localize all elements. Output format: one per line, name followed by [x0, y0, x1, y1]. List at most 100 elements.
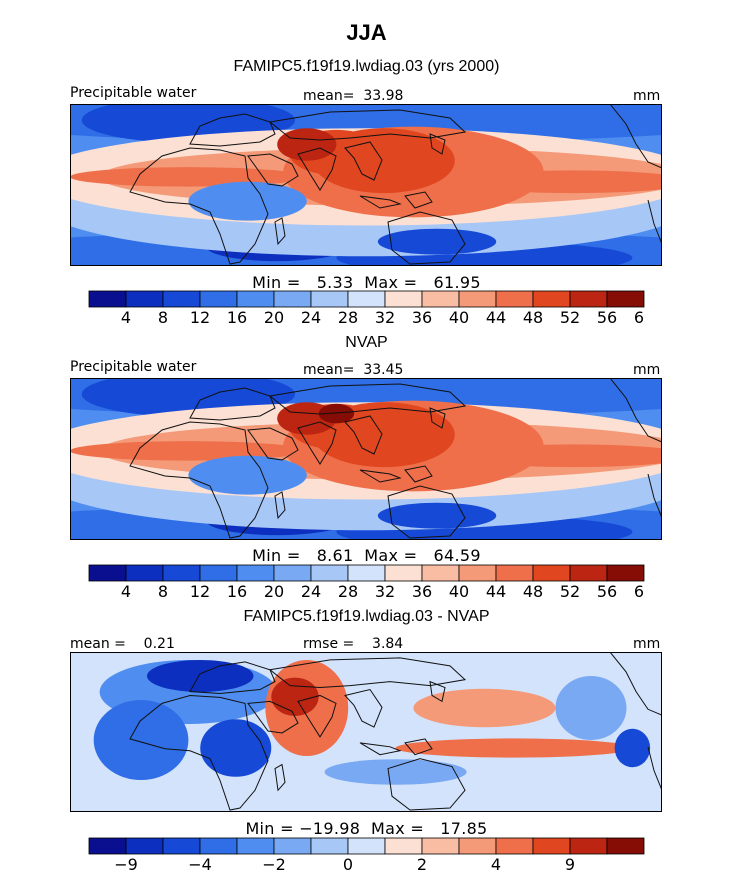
colorbar-swatch: [569, 290, 608, 308]
panel3-colorbar: −9 −4 −2 0 2 4 9: [88, 837, 645, 874]
coastline-segment: [388, 486, 465, 538]
field-contour: [93, 700, 189, 780]
panel1-units-label: mm: [633, 88, 661, 104]
colorbar-tick-label: 4: [121, 582, 131, 601]
colorbar-tick-label: 56: [597, 582, 617, 601]
colorbar-tick-label: −2: [262, 855, 286, 874]
panel1-variable-label: Precipitable water: [70, 85, 197, 101]
colorbar-swatch: [236, 564, 275, 582]
panel2-mean-label: mean= 33.45: [303, 362, 404, 378]
coastline-segment: [345, 690, 382, 728]
coastline-segment: [405, 739, 432, 755]
colorbar-swatch: [384, 837, 423, 855]
colorbar-swatch: [458, 564, 497, 582]
colorbar-swatch: [273, 290, 312, 308]
coastline-segment: [248, 154, 298, 186]
coastline-segment: [190, 662, 275, 694]
field-contour: [377, 502, 497, 529]
coastline-segment: [270, 110, 465, 140]
panel3-units-label: mm: [633, 636, 661, 652]
field-contour: [277, 128, 337, 161]
coastline-segment: [405, 466, 432, 482]
colorbar-tick-label: 16: [227, 308, 247, 327]
coastline-segment: [430, 682, 445, 702]
colorbar-swatch: [125, 837, 164, 855]
coastline-segment: [248, 701, 298, 733]
panel1-title: FAMIPC5.f19f19.lwdiag.03 (yrs 2000): [233, 58, 500, 75]
field-contour: [200, 719, 272, 777]
colorbar-tick-label: 24: [301, 308, 321, 327]
coastline-segment: [275, 218, 285, 244]
field-contour: [318, 403, 355, 424]
coastline-segment: [360, 470, 400, 482]
coastline-segment: [430, 408, 445, 428]
colorbar-swatch: [347, 290, 386, 308]
colorbar-tick-label: 12: [190, 308, 210, 327]
colorbar-swatch: [458, 290, 497, 308]
colorbar-tick-label: 52: [560, 308, 580, 327]
coastline-segment: [275, 765, 285, 791]
colorbar-swatch: [384, 290, 423, 308]
field-contour: [188, 455, 307, 495]
panel3-map: [70, 652, 662, 812]
panel1-colorbar: 4812162024283236404448525660: [88, 290, 645, 327]
colorbar-swatch: [199, 837, 238, 855]
colorbar-tick-label: −9: [114, 855, 138, 874]
colorbar-swatch: [421, 837, 460, 855]
map-frame: [70, 378, 662, 540]
coastline-segment: [388, 759, 465, 810]
panel3-minmax-label: Min = −19.98 Max = 17.85: [245, 819, 488, 838]
field-contours: [70, 104, 662, 266]
coastline-segment: [610, 104, 662, 168]
coastline-segment: [405, 192, 432, 208]
colorbar-swatch: [347, 837, 386, 855]
colorbar-tick-label: 40: [449, 582, 469, 601]
colorbar-swatch: [384, 564, 423, 582]
coastlines: [130, 104, 662, 264]
field-contour: [395, 738, 633, 758]
panel2-title: NVAP: [345, 334, 388, 351]
colorbar-tick-label: 44: [486, 308, 506, 327]
field-contours: [70, 378, 662, 540]
colorbar-swatch: [495, 837, 534, 855]
colorbar-swatch: [310, 837, 349, 855]
field-contour: [188, 181, 307, 221]
colorbar-swatch: [606, 837, 645, 855]
coastline-segment: [270, 384, 465, 414]
colorbar-tick-label: 20: [264, 308, 284, 327]
colorbar-swatch: [310, 290, 349, 308]
colorbar-swatch: [236, 837, 275, 855]
colorbar-tick-label: 24: [301, 582, 321, 601]
colorbar-swatch: [569, 564, 608, 582]
colorbar-swatch: [125, 564, 164, 582]
colorbar-swatch: [310, 564, 349, 582]
coastline-segment: [298, 422, 336, 464]
colorbar-tick-label: 36: [412, 308, 432, 327]
colorbar-tick-label: 4: [491, 855, 501, 874]
coastlines: [130, 378, 662, 538]
colorbar-tick-label: 32: [375, 308, 395, 327]
colorbar-tick-label: 28: [338, 582, 358, 601]
field-contours: [70, 652, 662, 812]
panel3-rmse-label: rmse = 3.84: [303, 636, 404, 652]
colorbar-tick-label: −4: [188, 855, 212, 874]
colorbar-tick-label: 48: [523, 582, 543, 601]
coastline-segment: [648, 747, 662, 790]
coastline-segment: [360, 196, 400, 208]
coastline-segment: [130, 695, 268, 810]
season-title: JJA: [346, 20, 387, 45]
colorbar-swatch: [162, 290, 201, 308]
colorbar-swatch: [162, 837, 201, 855]
panel1-map: [70, 104, 662, 266]
colorbar-tick-label: 8: [158, 308, 168, 327]
colorbar-tick-label: 60: [634, 308, 645, 327]
colorbar-swatch: [347, 564, 386, 582]
field-contour: [324, 759, 467, 785]
coastline-segment: [190, 114, 275, 146]
coastlines: [130, 652, 662, 810]
coastline-segment: [298, 148, 336, 190]
coastline-segment: [345, 416, 382, 454]
coastline-segment: [610, 378, 662, 442]
colorbar-swatch: [162, 564, 201, 582]
panel1-minmax-label: Min = 5.33 Max = 61.95: [252, 273, 481, 292]
